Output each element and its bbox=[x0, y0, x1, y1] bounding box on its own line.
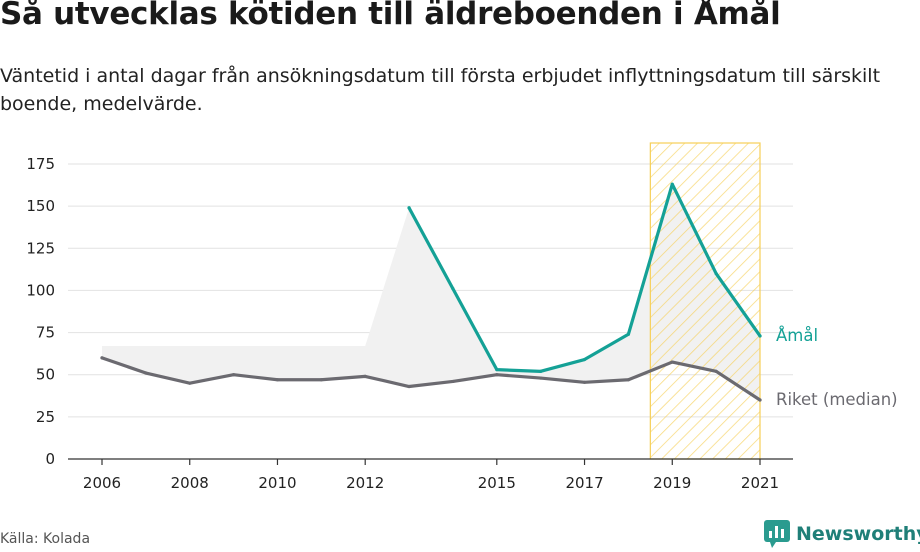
y-tick-label: 125 bbox=[26, 239, 55, 257]
data-point-riket bbox=[144, 371, 148, 375]
x-tick-label: 2012 bbox=[346, 474, 384, 492]
data-point-riket bbox=[670, 360, 674, 364]
data-point-amal bbox=[714, 271, 718, 276]
chart-title: Så utvecklas kötiden till äldreboenden i… bbox=[0, 0, 781, 32]
brand-name: Newsworthy bbox=[796, 523, 920, 545]
data-point-riket bbox=[451, 379, 455, 384]
x-tick-label: 2008 bbox=[171, 474, 209, 492]
source-note: Källa: Kolada bbox=[0, 531, 91, 547]
data-point-riket bbox=[232, 373, 236, 377]
series-label-amal: Åmål bbox=[776, 326, 818, 345]
data-point-riket bbox=[363, 374, 367, 378]
x-tick-label: 2017 bbox=[565, 474, 603, 492]
highlight-period bbox=[649, 142, 761, 460]
data-point-amal bbox=[495, 368, 499, 372]
series-label-riket: Riket (median) bbox=[776, 390, 898, 409]
data-point-riket bbox=[100, 356, 104, 360]
y-tick-label: 50 bbox=[36, 366, 55, 384]
y-tick-label: 0 bbox=[45, 450, 55, 468]
newsworthy-logo-icon bbox=[764, 520, 790, 548]
x-tick-label: 2019 bbox=[653, 474, 691, 492]
series-line-riket bbox=[100, 356, 762, 402]
y-tick-label: 75 bbox=[36, 324, 55, 342]
data-point-riket bbox=[582, 380, 587, 384]
data-point-riket bbox=[758, 398, 762, 402]
data-point-amal bbox=[670, 182, 674, 186]
y-tick-label: 100 bbox=[26, 281, 55, 299]
data-point-riket bbox=[275, 378, 280, 382]
x-tick-label: 2006 bbox=[83, 474, 121, 492]
chart-subtitle: Väntetid i antal dagar från ansökningsda… bbox=[0, 65, 881, 115]
data-point-amal bbox=[626, 332, 631, 336]
data-point-riket bbox=[188, 381, 192, 385]
difference-area bbox=[102, 184, 760, 400]
x-tick-label: 2010 bbox=[258, 474, 296, 492]
data-point-amal bbox=[451, 287, 455, 291]
newsworthy-brand[interactable]: Newsworthy bbox=[764, 520, 920, 548]
data-point-riket bbox=[626, 378, 631, 382]
data-point-riket bbox=[407, 384, 411, 389]
data-point-riket bbox=[319, 378, 323, 382]
y-tick-label: 175 bbox=[26, 155, 55, 173]
data-point-amal bbox=[539, 369, 543, 373]
data-point-amal bbox=[407, 206, 411, 210]
data-point-riket bbox=[714, 369, 718, 373]
y-tick-label: 150 bbox=[26, 197, 55, 215]
data-point-riket bbox=[539, 376, 543, 380]
x-tick-label: 2015 bbox=[478, 474, 516, 492]
data-point-amal bbox=[582, 357, 587, 362]
x-tick-label: 2021 bbox=[741, 474, 779, 492]
data-point-amal bbox=[758, 334, 762, 338]
y-tick-label: 25 bbox=[36, 408, 55, 426]
data-point-riket bbox=[495, 373, 499, 377]
